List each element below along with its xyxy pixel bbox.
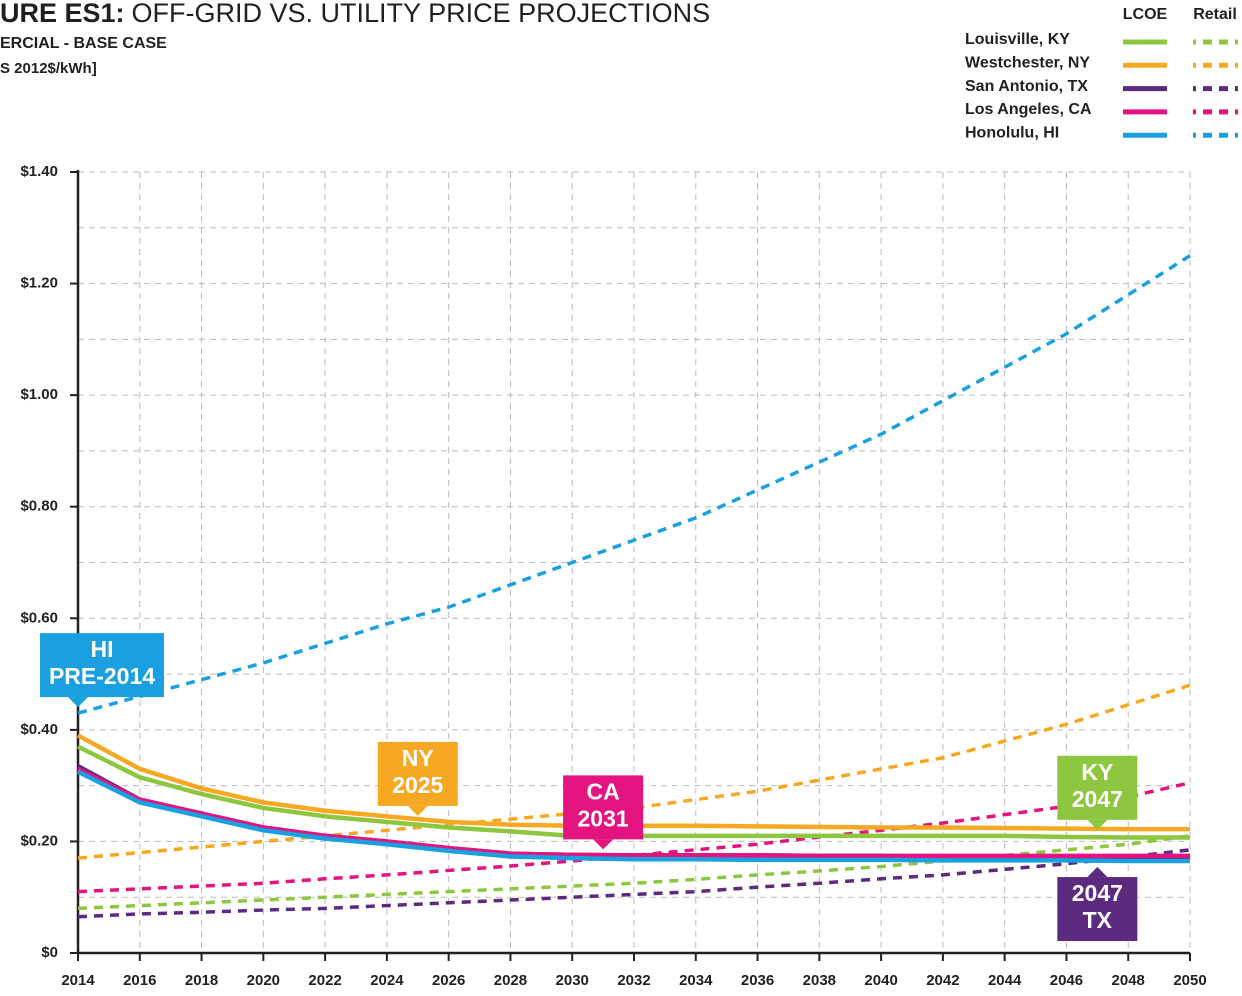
legend-label: Los Angeles, CA bbox=[965, 101, 1092, 118]
callout-box bbox=[563, 775, 644, 840]
retail-line bbox=[77, 683, 1191, 860]
legend-header: Retail bbox=[1193, 6, 1237, 23]
x-tick-label: 2036 bbox=[741, 972, 774, 989]
title-text: OFF-GRID VS. UTILITY PRICE PROJECTIONS bbox=[132, 0, 711, 28]
lcoe-line bbox=[76, 766, 1190, 859]
callout-text: HI bbox=[91, 636, 114, 662]
x-tick-label: 2032 bbox=[617, 972, 650, 989]
callout-text: 2047 bbox=[1072, 880, 1123, 906]
x-tick-label: 2040 bbox=[864, 972, 897, 989]
retail-line bbox=[77, 848, 1191, 919]
x-tick-label: 2016 bbox=[123, 972, 156, 989]
y-tick-label: $0.80 bbox=[20, 498, 58, 515]
lcoe-line bbox=[76, 769, 1190, 864]
callout-text: 2047 bbox=[1072, 786, 1123, 812]
callout-pointer bbox=[407, 805, 428, 816]
x-tick-label: 2042 bbox=[926, 972, 959, 989]
x-tick-label: 2028 bbox=[494, 972, 527, 989]
retail-line bbox=[77, 254, 1191, 715]
x-tick-label: 2044 bbox=[988, 972, 1022, 989]
legend-header: LCOE bbox=[1123, 6, 1168, 23]
x-tick-label: 2018 bbox=[185, 972, 218, 989]
legend-label: Westchester, NY bbox=[965, 55, 1090, 72]
retail-line bbox=[77, 781, 1191, 894]
callout-pointer bbox=[68, 697, 88, 708]
callout-text: 2031 bbox=[578, 805, 629, 831]
y-tick-label: $0.60 bbox=[20, 609, 58, 626]
chart-title: URE ES1: OFF-GRID VS. UTILITY PRICE PROJE… bbox=[0, 0, 710, 28]
units: S 2012$/kWh] bbox=[0, 60, 97, 77]
x-tick-label: 2022 bbox=[308, 972, 341, 989]
x-tick-label: 2024 bbox=[370, 972, 404, 989]
x-tick-label: 2026 bbox=[432, 972, 465, 989]
callout-box bbox=[40, 633, 164, 698]
y-tick-label: $0.40 bbox=[20, 721, 58, 738]
x-tick-label: 2050 bbox=[1173, 972, 1206, 989]
callout-box bbox=[1057, 755, 1138, 820]
y-tick-label: $1.00 bbox=[20, 386, 58, 403]
legend-label: Louisville, KY bbox=[965, 31, 1070, 48]
x-tick-label: 2034 bbox=[679, 972, 713, 989]
callout-pointer bbox=[1087, 867, 1108, 878]
callout-text: TX bbox=[1083, 907, 1113, 933]
x-tick-label: 2048 bbox=[1112, 972, 1145, 989]
legend-label: San Antonio, TX bbox=[965, 78, 1088, 95]
y-tick-label: $0 bbox=[41, 944, 58, 961]
y-tick-label: $0.20 bbox=[20, 832, 58, 849]
callout-pointer bbox=[1087, 819, 1108, 830]
x-tick-label: 2020 bbox=[247, 972, 280, 989]
callout-text: NY bbox=[402, 745, 434, 771]
x-tick-label: 2014 bbox=[61, 972, 95, 989]
callout-pointer bbox=[593, 839, 614, 850]
callout-box bbox=[377, 741, 458, 806]
callout-text: PRE-2014 bbox=[49, 663, 155, 689]
x-tick-label: 2046 bbox=[1050, 972, 1083, 989]
callout-text: 2025 bbox=[392, 772, 443, 798]
legend-label: Honolulu, HI bbox=[965, 124, 1059, 141]
y-tick-label: $1.20 bbox=[20, 275, 58, 292]
callout-box bbox=[1057, 877, 1138, 942]
callout-text: CA bbox=[586, 778, 619, 804]
x-tick-label: 2038 bbox=[803, 972, 836, 989]
y-tick-label: $1.40 bbox=[20, 163, 58, 180]
subtitle: ERCIAL - BASE CASE bbox=[0, 35, 167, 52]
callout-text: KY bbox=[1081, 759, 1113, 785]
x-tick-label: 2030 bbox=[556, 972, 589, 989]
title-bold: URE ES1: bbox=[0, 0, 125, 28]
